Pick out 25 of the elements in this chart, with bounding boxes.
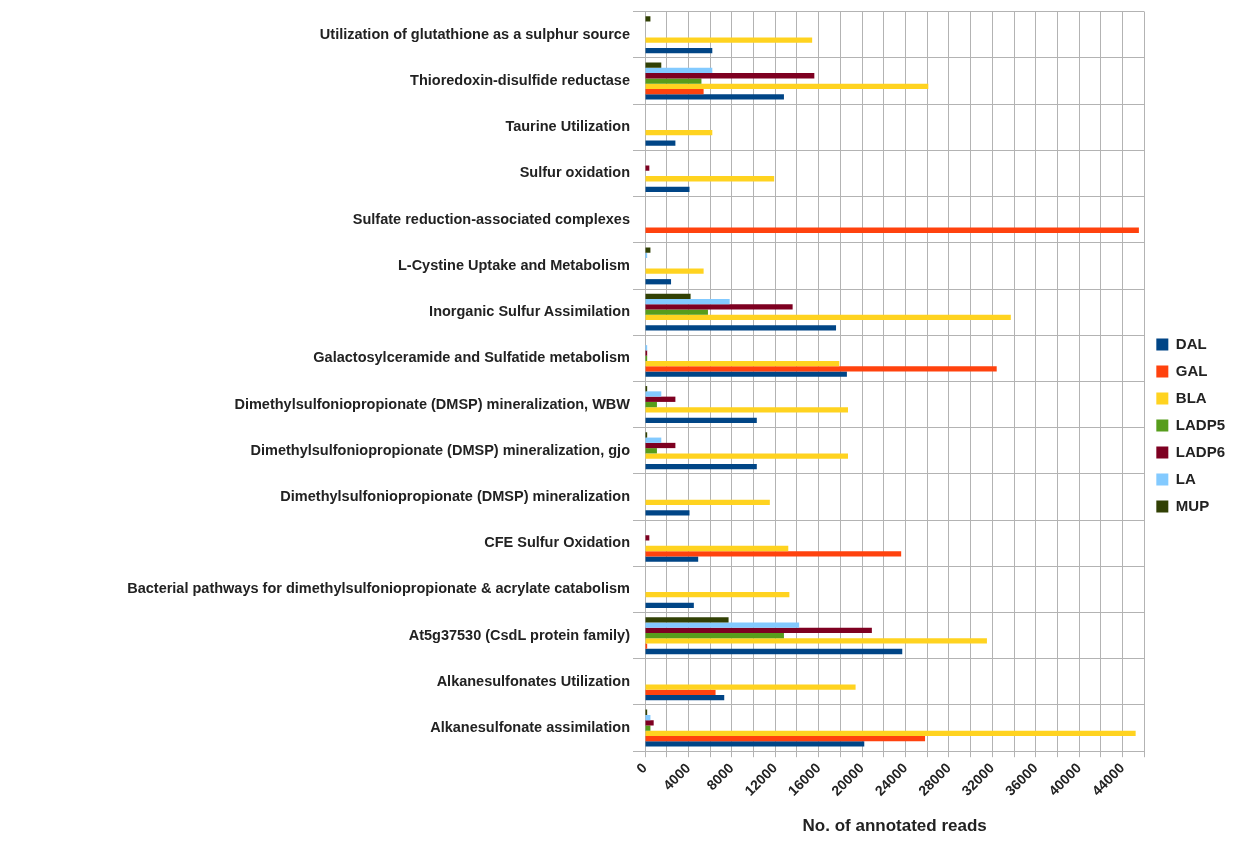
- y-tick-label: L-Cystine Uptake and Metabolism: [397, 256, 630, 273]
- x-axis-title: No. of annotated reads: [802, 816, 987, 836]
- y-tick-label: Sulfate reduction-associated complexes: [352, 210, 630, 227]
- y-tick-label: Taurine Utilization: [505, 118, 630, 135]
- y-tick-label: Thioredoxin-disulfide reductase: [410, 72, 630, 89]
- y-tick-label: Bacterial pathways for dimethylsulfoniopropionate & acrylate catabolism: [127, 580, 630, 597]
- y-tick-label: Alkanesulfonates Utilization: [436, 672, 630, 689]
- legend-label: LADP6: [1175, 442, 1226, 460]
- y-tick-label: Galactosylceramide and Sulfatide metabolism: [313, 349, 630, 366]
- y-tick-label: Dimethylsulfoniopropionate (DMSP) mineralization, WBW: [234, 395, 631, 412]
- y-tick-label: Alkanesulfonate assimilation: [430, 719, 630, 736]
- legend-label: BLA: [1175, 388, 1207, 406]
- legend-label: GAL: [1175, 361, 1208, 379]
- y-tick-label: CFE Sulfur Oxidation: [484, 534, 630, 551]
- y-tick-label: Dimethylsulfoniopropionate (DMSP) mineralization, gjo: [250, 441, 631, 458]
- legend-label: LADP5: [1175, 415, 1226, 433]
- legend-label: MUP: [1175, 496, 1210, 514]
- legend-label: DAL: [1175, 334, 1207, 352]
- y-tick-label: Sulfur oxidation: [519, 164, 630, 181]
- y-tick-label: At5g37530 (CsdL protein family): [408, 626, 631, 643]
- y-tick-label: Dimethylsulfoniopropionate (DMSP) mineralization: [280, 487, 630, 504]
- legend-label: LA: [1175, 469, 1196, 487]
- y-tick-label: Utilization of glutathione as a sulphur source: [319, 25, 630, 42]
- y-tick-label: Inorganic Sulfur Assimilation: [429, 303, 630, 320]
- x-tick-label: 0: [633, 759, 650, 777]
